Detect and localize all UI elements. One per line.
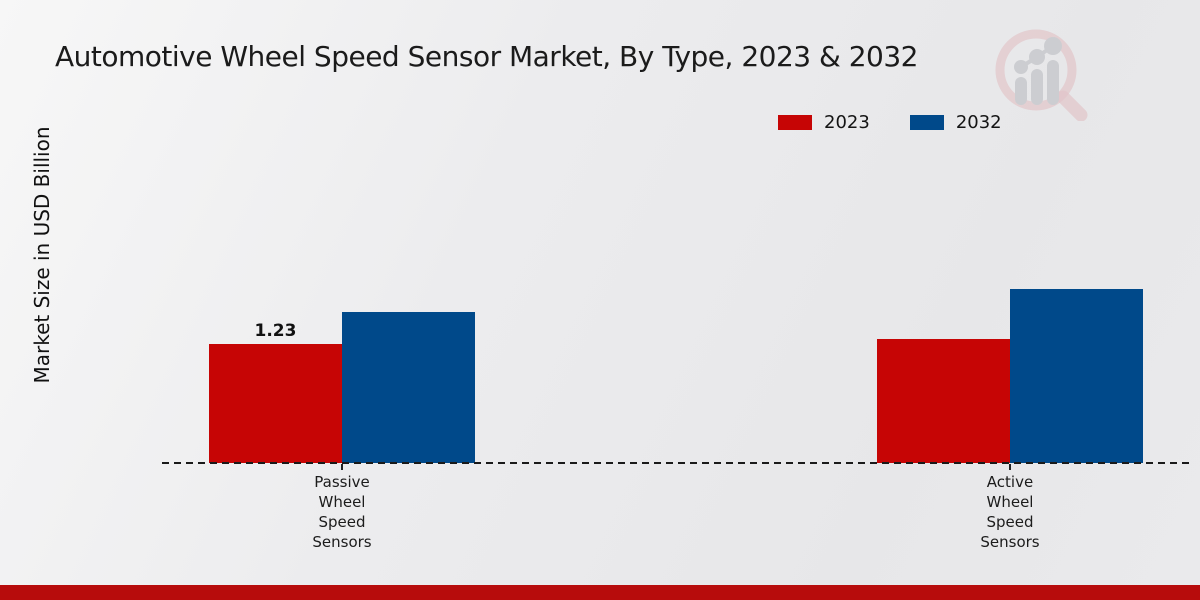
x-axis-tick — [341, 464, 343, 470]
bar-2032-active-wheel-speed-sensors — [1010, 289, 1143, 463]
bar-2023-passive-wheel-speed-sensors — [209, 344, 342, 463]
bar-2023-active-wheel-speed-sensors — [877, 339, 1010, 463]
bar-2032-passive-wheel-speed-sensors — [342, 312, 475, 463]
legend-label-2023: 2023 — [824, 112, 870, 133]
magnifier-bar-chart-icon — [995, 29, 1088, 121]
legend-label-2032: 2032 — [955, 112, 1002, 133]
value-label-2023-passive-wheel-speed-sensors: 1.23 — [254, 321, 297, 341]
bottom-accent-bar — [0, 585, 1200, 600]
page-title: Automotive Wheel Speed Sensor Market, By… — [55, 40, 918, 73]
legend-item-2023: 2023 — [778, 112, 870, 133]
x-axis-tick — [1009, 464, 1011, 470]
legend: 2023 2032 — [778, 112, 1002, 133]
legend-swatch-2023-icon — [778, 115, 812, 130]
category-label-passive-wheel-speed-sensors: Passive Wheel Speed Sensors — [312, 473, 372, 551]
x-axis-dashed-baseline — [162, 462, 1190, 464]
category-label-active-wheel-speed-sensors: Active Wheel Speed Sensors — [980, 473, 1040, 551]
legend-item-2032: 2032 — [909, 112, 1002, 133]
legend-swatch-2032-icon — [909, 115, 944, 130]
